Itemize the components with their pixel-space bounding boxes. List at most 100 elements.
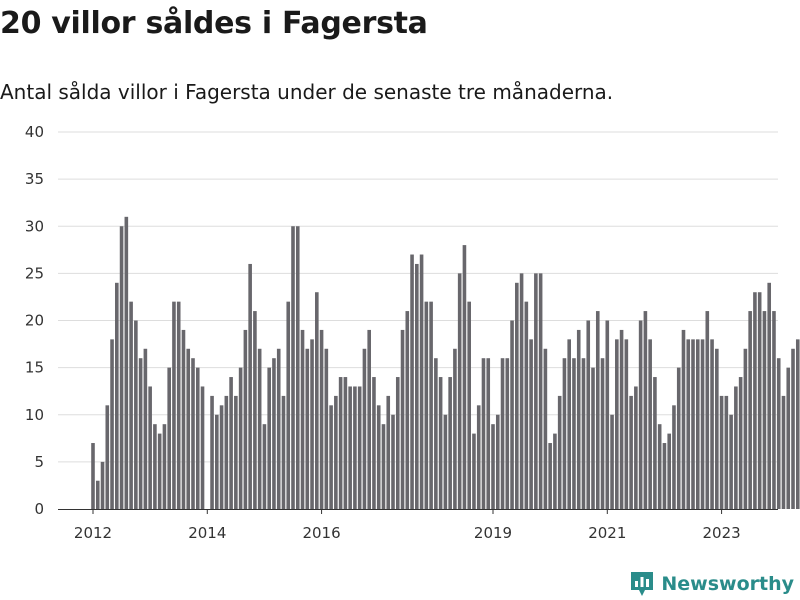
bar [462,245,467,509]
bar [310,339,314,509]
bar [676,367,681,509]
bar [619,329,624,509]
bar [667,433,672,509]
bar [186,348,191,509]
bar [519,273,524,509]
x-tick-label: 2016 [302,524,340,542]
bar [662,443,667,509]
bar [129,301,133,509]
bar [329,405,333,509]
y-tick-label: 20 [25,312,44,330]
bar [172,301,176,509]
bar [229,377,233,509]
bar [753,292,757,509]
bar [381,424,386,509]
bar [791,348,795,509]
bar [586,320,591,509]
bar [672,405,676,509]
bar [615,339,619,509]
bar [438,377,443,509]
bar [367,329,371,509]
bar [395,377,400,509]
bar [324,348,329,509]
bar [253,311,257,509]
bar [757,292,762,509]
y-tick-label: 35 [25,170,44,188]
bar [605,320,610,509]
bar [334,395,338,509]
bar [405,311,410,509]
bar [134,320,138,509]
bar [795,339,800,509]
bar [410,254,414,509]
bar [648,339,652,509]
bar [238,367,243,509]
chart-subtitle: Antal sålda villor i Fagersta under de s… [0,80,614,104]
bar [786,367,791,509]
bar [524,301,529,509]
y-tick-label: 25 [25,264,44,282]
y-tick-label: 40 [25,123,44,141]
bar [729,414,733,509]
bar [553,433,557,509]
bar [700,339,705,509]
bar [167,367,171,509]
x-axis: 2012201420162019202120232025 [58,509,778,542]
bar [429,301,433,509]
y-tick-label: 15 [25,359,44,377]
bar [500,358,505,509]
bar [515,282,519,509]
y-axis-ticks: 0 5 10 15 20 25 30 35 40 [25,123,44,518]
bar-chart: 0 5 10 15 20 25 30 35 40 2012 2014 2016 2019 2021 202… [25,123,800,542]
bar [529,339,533,509]
bar [234,395,238,509]
bar [481,358,486,509]
bar [781,395,786,509]
bar [567,339,571,509]
bar [443,414,448,509]
bar [338,377,343,509]
bar [448,377,452,509]
bar [624,339,629,509]
bar [91,443,95,509]
bar [124,216,129,509]
bar [472,433,476,509]
bar [95,480,100,509]
newsworthy-logo-icon [631,572,654,596]
bar [534,273,538,509]
bar [100,461,105,509]
bar [267,367,271,509]
x-tick-label: 2012 [74,524,112,542]
bar [424,301,429,509]
bar [153,424,157,509]
bar [557,395,562,509]
bar [715,348,719,509]
bar [281,395,286,509]
bar [705,311,710,509]
bar [157,433,162,509]
bar [162,424,167,509]
bar [276,348,281,509]
bar [191,358,195,509]
bar [486,358,491,509]
bar [476,405,481,509]
bar [257,348,262,509]
bar [148,386,152,509]
y-tick-label: 10 [25,406,44,424]
bar [686,339,691,509]
bar [572,358,576,509]
bar [772,311,776,509]
bar [176,301,181,509]
bar [138,358,143,509]
bar [776,358,781,509]
bar [657,424,662,509]
bar [495,414,500,509]
bar [386,395,391,509]
bar [653,377,657,509]
x-tick-label: 2014 [188,524,226,542]
bar [629,395,633,509]
bar [510,320,514,509]
bar [110,339,114,509]
bar [634,386,638,509]
bar [548,443,552,509]
